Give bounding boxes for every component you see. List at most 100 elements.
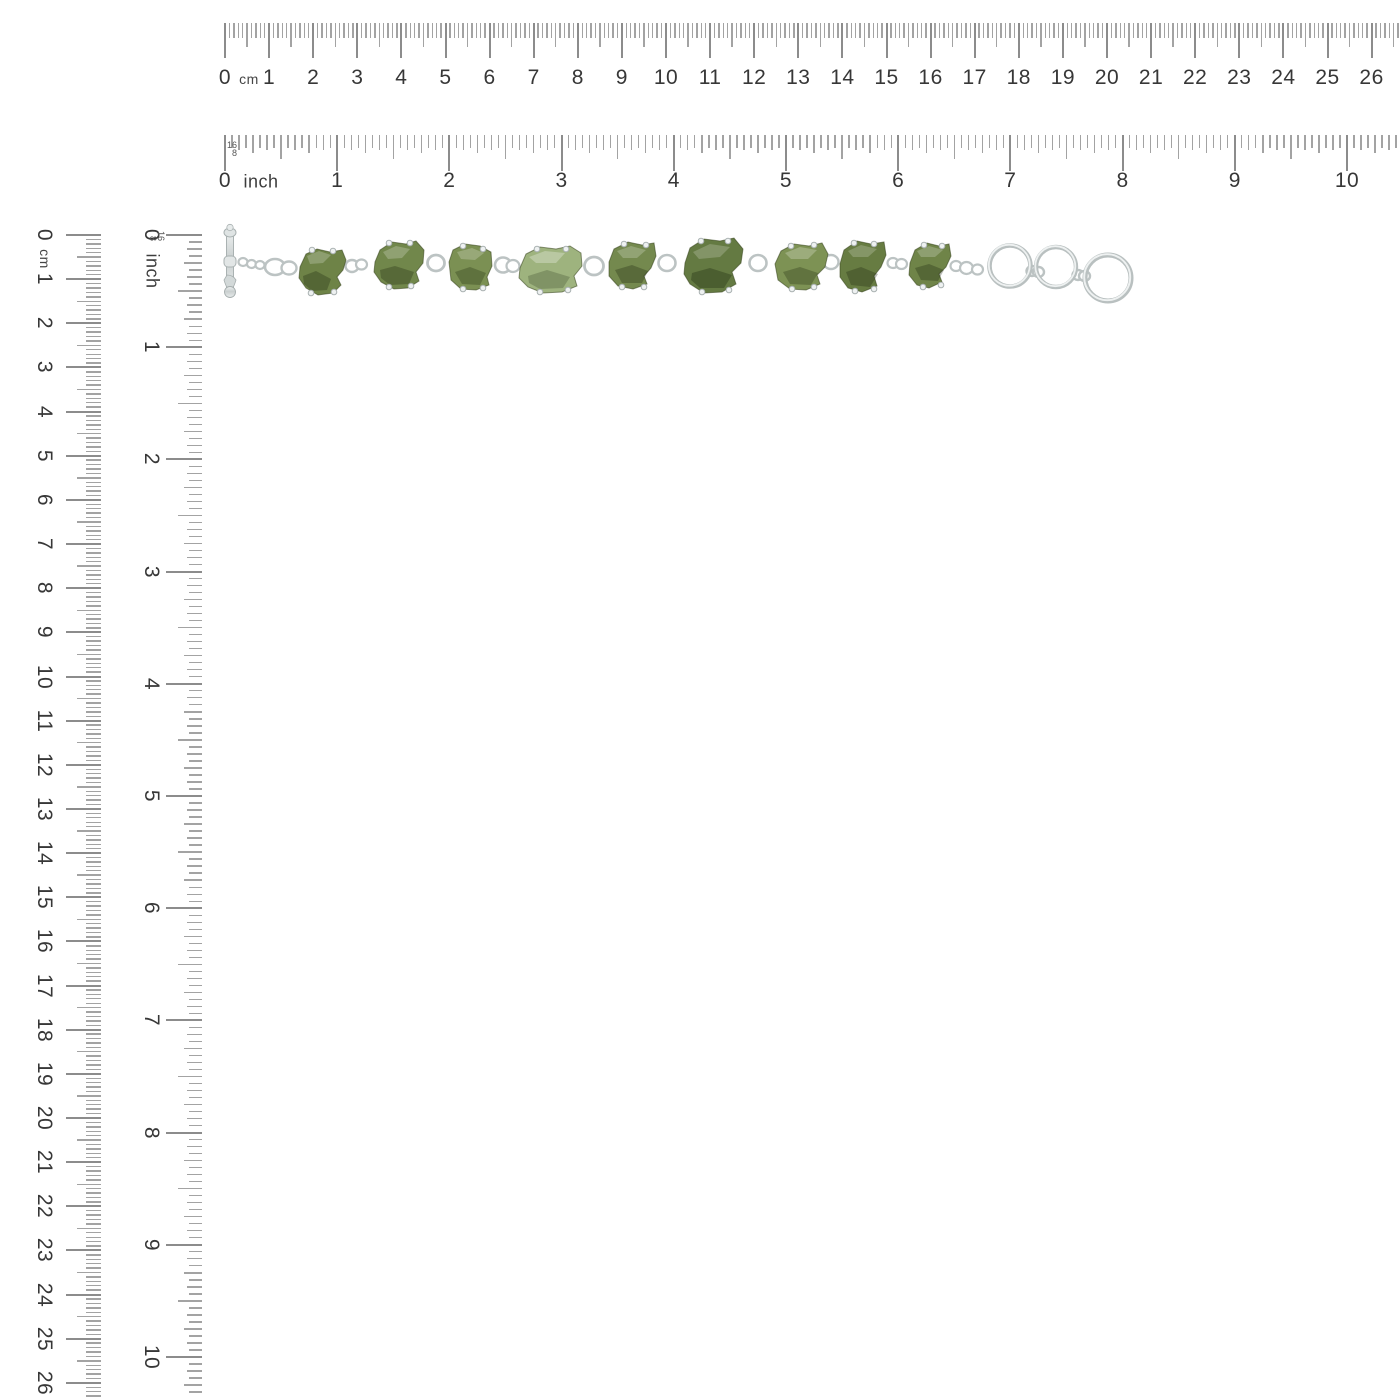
- h-cm-tick: [630, 23, 632, 38]
- h-cm-tick: [1313, 23, 1315, 38]
- v-inch-tick: [189, 1237, 202, 1239]
- v-cm-tick: [86, 481, 101, 483]
- v-inch-tick: [189, 577, 202, 580]
- v-cm-tick: [86, 878, 101, 881]
- h-cm-tick: [1295, 23, 1298, 38]
- v-inch-tick: [189, 998, 202, 1000]
- v-inch-tick: [189, 1195, 202, 1197]
- v-inch-tick: [189, 1293, 202, 1295]
- h-cm-tick: [978, 23, 980, 38]
- h-cm-tick: [762, 23, 764, 38]
- h-cm-tick: [1168, 23, 1170, 38]
- stone-highlight: [457, 248, 484, 260]
- chain-link: [505, 258, 521, 274]
- chain-link: [894, 257, 909, 271]
- v-cm-tick: [86, 424, 101, 426]
- h-cm-number-label: 10: [653, 66, 679, 89]
- h-inch-tick: [925, 135, 927, 153]
- v-cm-tick: [77, 962, 101, 965]
- h-cm-number-label: 4: [395, 66, 408, 89]
- h-inch-tick: [483, 135, 486, 148]
- h-inch-tick: [539, 135, 542, 148]
- h-inch-tick: [1072, 135, 1075, 148]
- v-inch-tick: [178, 626, 202, 629]
- h-inch-tick: [1171, 135, 1173, 148]
- h-cm-tick: [837, 23, 839, 38]
- v-inch-tick: [187, 472, 202, 475]
- v-cm-tick: [66, 1249, 101, 1252]
- v-cm-tick: [86, 967, 101, 969]
- h-cm-tick: [316, 23, 319, 38]
- v-cm-tick: [86, 450, 101, 453]
- v-cm-number-label: 7: [33, 537, 56, 551]
- v-cm-tick: [86, 1267, 101, 1269]
- v-cm-number-label: 14: [33, 840, 56, 866]
- v-inch-tick: [187, 332, 202, 334]
- h-cm-tick: [576, 23, 579, 58]
- v-cm-tick: [86, 251, 101, 254]
- v-inch-tick: [189, 269, 202, 271]
- v-cm-tick: [86, 375, 101, 377]
- v-inch-tick: [189, 1279, 202, 1281]
- h-inch-tick: [1107, 135, 1110, 150]
- h-inch-number-label: 3: [555, 169, 568, 192]
- extension-ring-3: [1082, 252, 1134, 304]
- v-inch-tick: [189, 1152, 202, 1155]
- v-inch-tick: [184, 1159, 202, 1162]
- v-cm-tick: [86, 1024, 101, 1026]
- h-cm-tick: [1071, 23, 1073, 38]
- v-cm-tick: [66, 1117, 101, 1119]
- h-inch-tick: [469, 135, 472, 148]
- h-cm-tick: [347, 23, 350, 38]
- v-inch-tick: [189, 732, 202, 734]
- v-inch-tick: [187, 1258, 202, 1260]
- h-inch-tick: [455, 135, 458, 148]
- v-cm-tick: [86, 384, 101, 386]
- h-inch-tick: [567, 135, 570, 148]
- prong: [870, 285, 878, 293]
- v-cm-tick: [66, 322, 101, 325]
- h-cm-tick: [312, 23, 315, 58]
- v-inch-tick: [187, 416, 202, 418]
- h-inch-tick: [869, 135, 871, 153]
- v-inch-tick: [184, 486, 202, 489]
- h-inch-tick: [1023, 135, 1026, 150]
- v-inch-tick: [178, 1300, 202, 1302]
- v-cm-number-label: 5: [33, 449, 56, 462]
- v-inch-tick: [187, 641, 202, 643]
- v-cm-tick: [86, 463, 101, 466]
- v-inch-tick: [189, 872, 202, 874]
- v-cm-tick: [86, 397, 101, 400]
- h-cm-tick: [951, 23, 954, 47]
- v-inch-tick: [187, 1370, 202, 1372]
- v-cm-tick: [86, 490, 101, 492]
- v-cm-tick: [86, 1210, 101, 1212]
- prong: [697, 237, 705, 245]
- v-cm-tick: [86, 927, 101, 929]
- h-inch-tick: [1142, 135, 1145, 148]
- h-cm-number-label: 26: [1359, 66, 1384, 89]
- v-cm-tick: [86, 989, 101, 991]
- h-cm-number-label: 20: [1094, 66, 1120, 89]
- v-inch-tick: [189, 381, 202, 383]
- v-cm-tick: [86, 746, 101, 748]
- h-cm-tick: [524, 23, 526, 38]
- v-inch-tick: [189, 1209, 202, 1211]
- h-cm-tick: [709, 23, 712, 58]
- h-inch-tick: [659, 135, 661, 150]
- v-cm-tick: [86, 680, 101, 682]
- h-cm-tick: [1004, 23, 1007, 38]
- prong: [620, 240, 628, 248]
- v-cm-tick: [86, 1179, 101, 1181]
- v-cm-tick: [86, 768, 101, 770]
- h-inch-tick: [995, 135, 998, 150]
- h-cm-tick: [757, 23, 760, 38]
- v-cm-tick: [77, 697, 101, 700]
- v-inch-tick: [189, 830, 202, 832]
- v-inch-fraction-note: 16 8: [148, 231, 166, 242]
- prong: [724, 237, 732, 245]
- v-cm-tick: [77, 830, 101, 832]
- v-cm-tick: [86, 406, 101, 408]
- v-inch-tick: [184, 655, 202, 657]
- h-cm-number-label: 15: [874, 66, 899, 89]
